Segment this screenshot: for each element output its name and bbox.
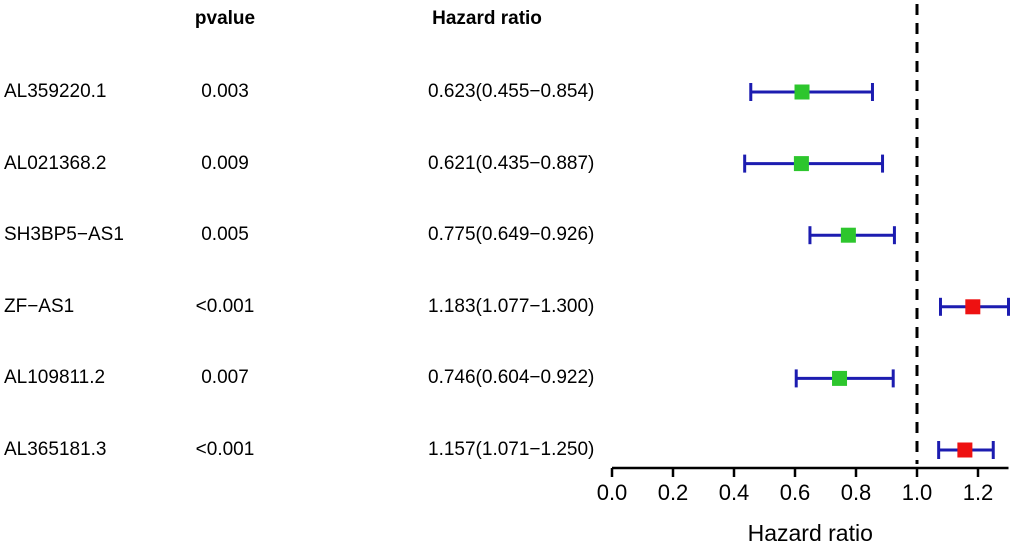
gene-label: AL365181.3 [4, 439, 107, 460]
gene-label: ZF−AS1 [4, 295, 75, 317]
table-row: AL109811.2 0.007 0.746(0.604−0.922) [0, 365, 600, 391]
hazard-ratio-value: 1.157(1.071−1.250) [428, 439, 595, 460]
x-axis-tick-label: 0.6 [780, 480, 811, 505]
hazard-ratio-column-header: Hazard ratio [432, 8, 542, 29]
hr-marker [965, 299, 981, 315]
table-row: AL365181.3 <0.001 1.157(1.071−1.250) [0, 437, 600, 463]
hazard-ratio-value: 0.621(0.435−0.887) [428, 152, 595, 174]
pvalue-value: 0.007 [201, 367, 249, 389]
hazard-ratio-value: 0.623(0.455−0.854) [428, 81, 595, 102]
x-axis-tick-label: 0.8 [841, 480, 872, 505]
hr-marker [957, 442, 973, 458]
gene-label: AL109811.2 [4, 367, 106, 389]
hazard-ratio-value: 1.183(1.077−1.300) [428, 295, 595, 317]
x-axis-tick-label: 0.0 [597, 480, 628, 505]
table-row: ZF−AS1 <0.001 1.183(1.077−1.300) [0, 294, 600, 320]
pvalue-value: 0.005 [201, 224, 249, 246]
x-axis-tick-label: 0.2 [658, 480, 689, 505]
hazard-ratio-value: 0.775(0.649−0.926) [428, 224, 595, 246]
pvalue-value: 0.009 [201, 152, 249, 174]
x-axis-tick-label: 0.4 [719, 480, 750, 505]
x-axis-title: Hazard ratio [748, 520, 873, 546]
gene-label: SH3BP5−AS1 [4, 224, 124, 246]
x-axis-tick-label: 1.2 [963, 480, 994, 505]
table-row: AL021368.2 0.009 0.621(0.435−0.887) [0, 151, 600, 177]
hr-marker [794, 84, 810, 100]
gene-label: AL021368.2 [4, 152, 107, 174]
x-axis-tick-label: 1.0 [902, 480, 933, 505]
hr-marker [793, 156, 809, 172]
pvalue-column-header: pvalue [194, 8, 256, 29]
hr-marker [832, 370, 848, 386]
pvalue-value: <0.001 [195, 439, 255, 460]
table-row: AL359220.1 0.003 0.623(0.455−0.854) [0, 79, 600, 105]
pvalue-value: 0.003 [201, 81, 249, 102]
hazard-ratio-value: 0.746(0.604−0.922) [428, 367, 595, 389]
gene-label: AL359220.1 [4, 81, 107, 102]
hr-marker [840, 227, 856, 243]
pvalue-value: <0.001 [195, 295, 255, 317]
table-row: SH3BP5−AS1 0.005 0.775(0.649−0.926) [0, 222, 600, 248]
